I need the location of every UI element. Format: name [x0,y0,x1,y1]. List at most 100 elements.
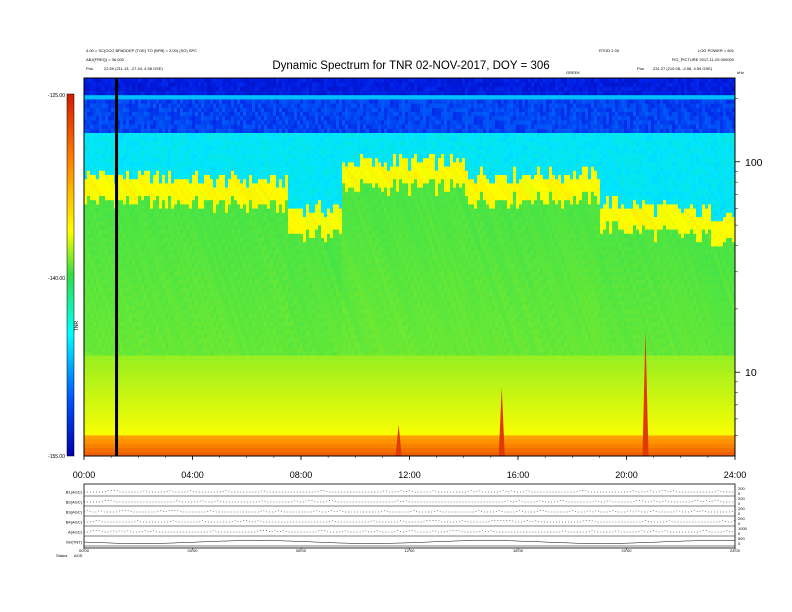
heatmap-cell [219,183,223,188]
heatmap-cell [234,208,238,213]
heatmap-cell [237,262,241,268]
heatmap-cell [108,153,112,159]
heatmap-cell [249,359,253,364]
heatmap-cell [210,187,214,192]
heatmap-cell [153,229,157,234]
heatmap-cell [123,422,127,427]
heatmap-cell [225,304,229,310]
heatmap-cell [237,82,241,87]
heatmap-cell [183,330,187,335]
heatmap-cell [87,99,91,104]
heatmap-cell [231,124,235,129]
heatmap-cell [111,124,115,129]
heatmap-cell [180,422,184,427]
heatmap-cell [129,132,133,138]
heatmap-cell [237,338,241,343]
heatmap-cell [222,145,226,150]
heatmap-cell [108,258,112,264]
heatmap-cell [168,157,172,163]
heatmap-cell [189,380,193,385]
heatmap-cell [93,376,97,381]
heatmap-cell [147,166,151,171]
heatmap-cell [162,90,166,96]
heatmap-cell [186,317,190,322]
heatmap-cell [84,283,88,289]
heatmap-cell [174,292,178,297]
heatmap-cell [105,426,109,432]
heatmap-cell [171,300,175,306]
heatmap-cell [219,258,223,264]
heatmap-cell [180,199,184,205]
heatmap-cell [189,388,193,394]
heatmap-cell [225,435,229,440]
heatmap-cell [240,451,244,457]
heatmap-cell [84,330,88,335]
heatmap-cell [162,149,166,154]
heatmap-cell [159,342,163,348]
heatmap-cell [231,367,235,373]
heatmap-cell [174,225,178,230]
heatmap-cell [90,367,94,373]
heatmap-cell [228,338,232,343]
heatmap-cell [174,321,178,327]
heatmap-cell [195,296,199,301]
heatmap-cell [117,363,121,369]
heatmap-cell [105,367,109,373]
heatmap-cell [246,162,250,167]
heatmap-cell [144,99,148,104]
heatmap-cell [204,136,208,142]
heatmap-cell [237,271,241,276]
heatmap-cell [150,393,154,398]
heatmap-cell [123,115,127,121]
heatmap-cell [171,304,175,310]
heatmap-cell [183,141,187,146]
heatmap-cell [159,384,163,390]
heatmap-cell [186,220,190,226]
heatmap-cell [237,178,241,184]
heatmap-cell [210,288,214,293]
heatmap-cell [246,296,250,301]
heatmap-cell [165,321,169,327]
heatmap-cell [195,212,199,217]
heatmap-cell [216,338,220,343]
heatmap-cell [183,208,187,213]
heatmap-cell [129,233,133,238]
heatmap-cell [102,82,106,87]
heatmap-cell [201,414,205,419]
heatmap-cell [234,317,238,322]
heatmap-cell [180,447,184,453]
heatmap-cell [105,435,109,440]
heatmap-cell [162,170,166,175]
heatmap-cell [180,430,184,436]
heatmap-cell [87,199,91,205]
heatmap-cell [90,254,94,259]
heatmap-cell [168,422,172,427]
heatmap-cell [195,187,199,192]
heatmap-cell [138,397,142,402]
heatmap-cell [219,321,223,327]
heatmap-cell [174,229,178,234]
heatmap-cell [117,430,121,436]
heatmap-cell [228,422,232,427]
heatmap-cell [213,199,217,205]
heatmap-cell [144,334,148,339]
heatmap-cell [237,149,241,154]
heatmap-cell [207,393,211,398]
heatmap-cell [180,401,184,406]
heatmap-cell [186,90,190,96]
heatmap-cell [141,250,145,255]
heatmap-cell [135,178,139,184]
heatmap-cell [156,103,160,108]
heatmap-cell [123,443,127,448]
heatmap-cell [210,313,214,318]
heatmap-cell [111,225,115,230]
heatmap-cell [159,78,163,83]
heatmap-cell [165,388,169,394]
heatmap-cell [147,384,151,390]
heatmap-cell [102,321,106,327]
heatmap-cell [222,296,226,301]
heatmap-cell [228,78,232,83]
heatmap-cell [147,300,151,306]
heatmap-cell [138,195,142,201]
heatmap-cell [93,338,97,343]
